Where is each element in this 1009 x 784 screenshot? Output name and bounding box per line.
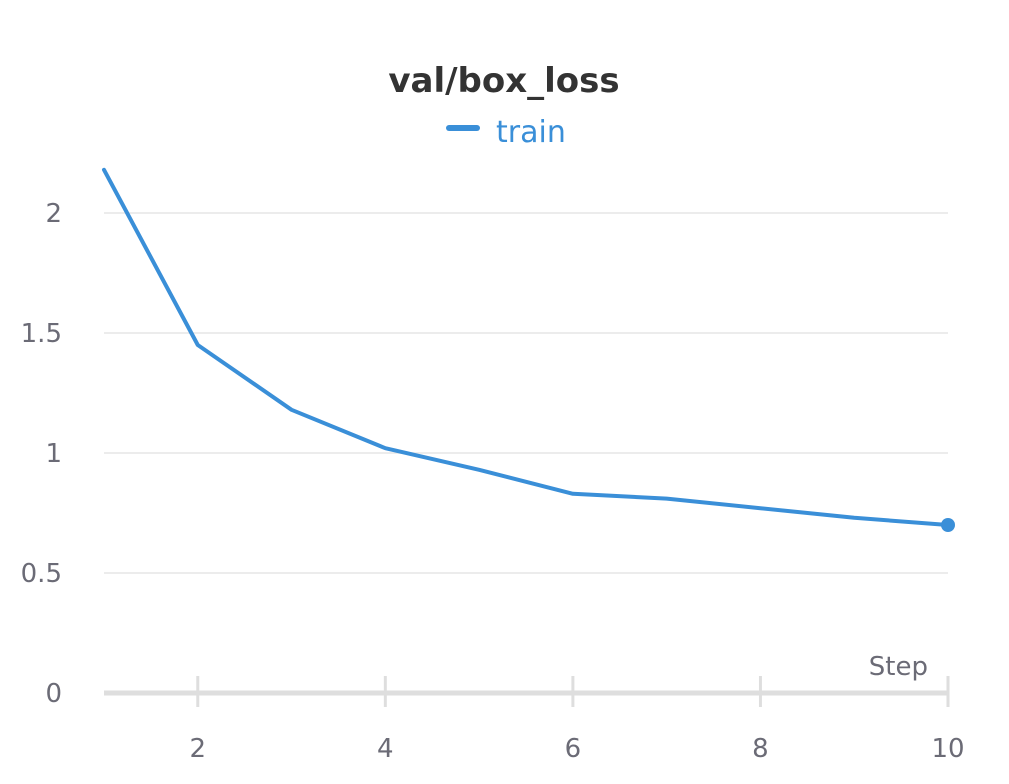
- y-tick-label: 1.5: [21, 319, 62, 349]
- x-tick-label: 8: [752, 734, 769, 764]
- y-axis-tick-labels: 0 0.5 1 1.5 2: [21, 199, 62, 709]
- legend[interactable]: train: [446, 115, 566, 150]
- legend-label-train: train: [496, 115, 566, 150]
- x-tick-label: 2: [190, 734, 207, 764]
- x-tick-label: 6: [565, 734, 582, 764]
- y-tick-label: 0.5: [21, 559, 62, 589]
- x-axis: [104, 676, 950, 707]
- x-tick-label: 10: [931, 734, 964, 764]
- chart-title: val/box_loss: [388, 61, 619, 101]
- series-lines: [102, 167, 955, 532]
- gridlines: [104, 212, 948, 574]
- y-tick-label: 1: [45, 439, 62, 469]
- x-tick-label: 4: [377, 734, 394, 764]
- y-tick-label: 2: [45, 199, 62, 229]
- x-axis-label: Step: [869, 652, 928, 682]
- series-line-train[interactable]: [102, 167, 950, 527]
- series-endpoint-marker[interactable]: [941, 518, 955, 532]
- x-axis-tick-labels: 2 4 6 8 10: [190, 734, 965, 764]
- y-tick-label: 0: [45, 679, 62, 709]
